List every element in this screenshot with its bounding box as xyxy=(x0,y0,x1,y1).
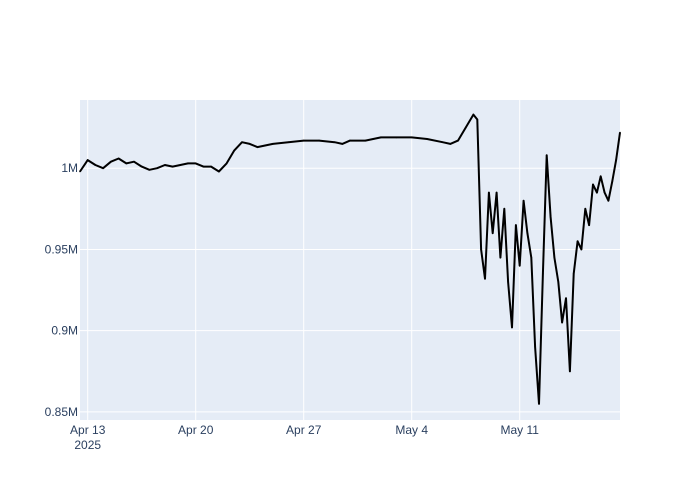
data-point xyxy=(491,232,494,234)
data-point xyxy=(94,164,97,166)
data-point xyxy=(449,143,452,145)
data-point xyxy=(164,164,166,166)
data-point xyxy=(499,256,502,259)
data-point xyxy=(615,159,617,161)
data-point xyxy=(534,346,536,348)
data-point xyxy=(476,118,479,121)
data-point xyxy=(256,146,259,148)
data-point xyxy=(503,208,506,210)
data-point xyxy=(472,113,475,116)
x-tick-year-label: 2025 xyxy=(74,438,101,452)
data-point xyxy=(364,139,367,142)
data-point xyxy=(599,175,602,178)
y-tick-label: 1M xyxy=(61,161,78,175)
data-point xyxy=(584,208,587,210)
data-point xyxy=(272,143,274,145)
data-point xyxy=(592,183,594,186)
data-point xyxy=(349,139,351,142)
y-axis-ticks: 0.85M 0.9M 0.95M 1M xyxy=(45,161,78,419)
data-point xyxy=(233,149,236,152)
data-point xyxy=(619,131,621,134)
data-point xyxy=(526,232,529,234)
data-point xyxy=(553,256,556,259)
data-point xyxy=(179,164,182,166)
data-point xyxy=(530,256,533,259)
data-point xyxy=(464,126,467,129)
data-point xyxy=(302,139,305,142)
data-point xyxy=(102,167,104,169)
data-point xyxy=(171,165,174,168)
y-tick-label: 0.9M xyxy=(51,324,78,338)
data-point xyxy=(148,169,151,171)
series-layer xyxy=(79,113,621,405)
data-point xyxy=(603,191,606,194)
data-point xyxy=(518,264,521,267)
data-point xyxy=(488,191,490,194)
data-point xyxy=(218,170,220,173)
data-point xyxy=(318,139,320,142)
data-point xyxy=(241,141,243,143)
data-point xyxy=(125,162,128,165)
data-point xyxy=(187,162,189,165)
data-point xyxy=(572,273,575,275)
data-point xyxy=(561,321,563,324)
data-point xyxy=(596,191,598,194)
x-tick-label: May 4 xyxy=(395,423,428,437)
data-point xyxy=(248,143,251,145)
data-point xyxy=(515,224,517,226)
data-point xyxy=(611,180,614,182)
data-point xyxy=(484,277,486,280)
data-point xyxy=(522,199,525,202)
data-point xyxy=(380,136,382,139)
data-point xyxy=(545,154,548,156)
data-point xyxy=(576,240,579,243)
gridlines xyxy=(80,100,620,420)
data-point xyxy=(507,281,509,283)
data-point xyxy=(549,216,552,218)
data-point xyxy=(426,138,428,140)
series-line xyxy=(79,113,621,405)
x-tick-label: May 11 xyxy=(500,423,539,437)
data-point xyxy=(79,170,81,173)
data-point xyxy=(264,144,266,147)
data-point xyxy=(341,143,344,145)
data-point xyxy=(133,160,135,163)
y-tick-label: 0.95M xyxy=(45,242,78,256)
data-point xyxy=(588,224,590,226)
data-point xyxy=(156,167,158,169)
data-point xyxy=(457,139,459,142)
data-point xyxy=(225,162,228,165)
data-point xyxy=(110,160,112,163)
data-point xyxy=(441,141,444,143)
data-point xyxy=(607,199,610,202)
data-point xyxy=(410,136,413,139)
x-tick-label: Apr 20 xyxy=(178,423,214,437)
data-point xyxy=(495,191,498,194)
data-point xyxy=(569,370,571,373)
data-point xyxy=(511,326,513,329)
data-point xyxy=(210,165,212,168)
data-point xyxy=(140,165,143,168)
x-tick-label: Apr 13 xyxy=(70,423,106,437)
x-tick-label: Apr 27 xyxy=(286,423,322,437)
plot-area xyxy=(80,100,620,420)
data-point xyxy=(538,403,540,405)
data-point xyxy=(395,136,398,139)
data-point xyxy=(202,165,205,168)
y-tick-label: 0.85M xyxy=(45,405,78,419)
data-point xyxy=(117,157,120,160)
data-point xyxy=(194,162,197,165)
data-point xyxy=(333,141,336,143)
data-point xyxy=(542,273,544,275)
data-point xyxy=(86,159,89,161)
data-point xyxy=(287,141,290,143)
data-point xyxy=(480,248,482,251)
data-point xyxy=(565,297,567,300)
data-point xyxy=(580,248,583,251)
data-point xyxy=(557,281,560,283)
